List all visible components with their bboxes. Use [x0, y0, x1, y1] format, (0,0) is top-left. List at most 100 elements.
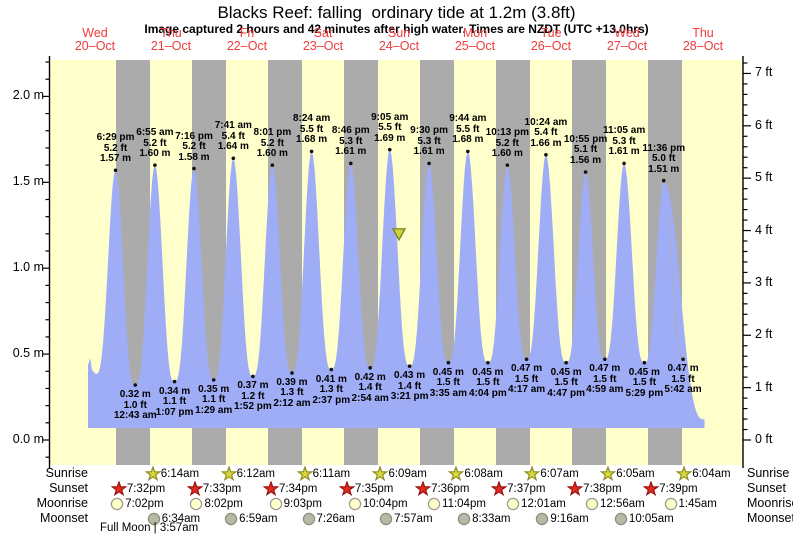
- tide-extreme-dot: [681, 357, 685, 362]
- sunset-star-icon: [339, 481, 355, 497]
- tide-ft: 5.5 ft: [378, 122, 402, 134]
- moonrise-time: 12:56am: [599, 498, 645, 510]
- moonset-time: 6:34am: [161, 513, 201, 525]
- moonrise-circle-icon: [585, 497, 599, 511]
- high-tide-label: 9:30 pm 5.3 ft 1.61 m: [397, 126, 461, 158]
- tide-ft: 5.4 ft: [221, 130, 245, 142]
- tide-m: 0.45 m: [628, 366, 660, 378]
- tide-m: 0.47 m: [667, 363, 699, 375]
- sunrise-star-icon: [524, 466, 541, 482]
- tide-time: 1:29 am: [195, 404, 233, 416]
- low-tide-label: 0.34 m 1.1 ft 1:07 pm: [143, 385, 207, 419]
- tide-m: 0.32 m: [119, 389, 151, 401]
- tide-ft: 1.5 ft: [632, 377, 657, 389]
- sunset-star-shape: [643, 481, 660, 497]
- left-axis-label: 0.0 m: [12, 432, 44, 446]
- tide-ft: 5.2 ft: [143, 137, 167, 149]
- day-name: Tue: [540, 26, 562, 40]
- tide-time: 4:47 pm: [547, 387, 586, 399]
- sunset-time: 7:39pm: [659, 483, 698, 495]
- moonrise-circle-icon: [664, 497, 677, 511]
- right-axis-label: 4 ft: [755, 222, 773, 237]
- tide-extreme-dot: [192, 166, 196, 171]
- sunrise-star-icon: [220, 466, 237, 482]
- moon-phase-text: Full Moon | 3:57am: [100, 522, 199, 534]
- high-tide-label: 7:16 pm 5.2 ft 1.58 m: [162, 131, 226, 164]
- right-axis-label: 1 ft: [755, 379, 773, 394]
- tide-area: [88, 149, 705, 428]
- astro-row-label-left: Moonrise: [36, 496, 88, 510]
- day-name: Sat: [313, 26, 333, 40]
- tide-extreme-dot: [544, 153, 548, 157]
- moonset-circle-shape: [224, 512, 238, 526]
- tide-extreme-dot: [153, 163, 157, 167]
- tide-time: 3:21 pm: [390, 391, 429, 403]
- tide-extreme-dot: [309, 149, 314, 154]
- left-axis-label: 1.0 m: [12, 260, 44, 275]
- sunrise-star-icon: [372, 466, 389, 482]
- tide-ft: 5.3 ft: [417, 135, 441, 147]
- tide-ft: 5.2 ft: [495, 137, 520, 149]
- moonset-circle-icon: [457, 512, 471, 526]
- tide-time: 12:43 am: [113, 410, 157, 422]
- sunset-time: 7:35pm: [355, 483, 394, 495]
- moonrise-circle-icon: [506, 497, 520, 511]
- moonrise-circle-icon: [190, 497, 203, 511]
- tide-time: 9:30 pm: [410, 125, 448, 137]
- moonset-time: 10:05am: [628, 513, 674, 525]
- moonset-circle-shape: [147, 512, 160, 526]
- low-tide-label: 0.39 m 1.3 ft 2:12 am: [260, 376, 324, 410]
- tide-ft: 1.2 ft: [241, 390, 265, 402]
- low-tide-label: 0.47 m 1.5 ft 5:42 am: [651, 364, 715, 396]
- high-tide-label: 10:13 pm 5.2 ft 1.60 m: [475, 128, 539, 160]
- tide-time: 2:54 am: [351, 392, 389, 404]
- tide-time: 6:29 pm: [96, 132, 135, 144]
- moonrise-circle-shape: [190, 497, 203, 511]
- high-tide-label: 8:46 pm 5.3 ft 1.61 m: [319, 126, 383, 158]
- sunset-time: 7:34pm: [278, 483, 318, 495]
- chart-title: Blacks Reef: falling ordinary tide at 1.…: [217, 3, 576, 22]
- left-axis-label: 2.0 m: [12, 88, 44, 103]
- day-label: Sun 24–Oct: [367, 27, 431, 53]
- tide-ft: 5.2 ft: [260, 137, 285, 149]
- day-date: 24–Oct: [378, 39, 420, 53]
- right-axis-label: 5 ft: [755, 170, 773, 185]
- tide-m: 1.69 m: [374, 132, 406, 144]
- moonset-time: 7:26am: [316, 513, 355, 525]
- tide-ft: 5.2 ft: [103, 142, 128, 154]
- tide-extreme-dot: [427, 161, 431, 166]
- sunrise-time: 6:12am: [236, 468, 275, 480]
- tide-m: 0.39 m: [276, 376, 308, 388]
- sunrise-star-shape: [296, 466, 313, 482]
- right-axis-label: 7 ft: [755, 65, 773, 80]
- high-tide-label: 6:29 pm 5.2 ft 1.57 m: [84, 133, 148, 165]
- moonset-circle-shape: [379, 512, 393, 526]
- sunset-time: 7:37pm: [507, 483, 546, 495]
- chart-subtitle: Image captured 2 hours and 42 minutes af…: [144, 22, 649, 36]
- tide-extreme-dot: [172, 379, 177, 384]
- tide-time: 1:52 pm: [234, 401, 272, 413]
- tide-m: 1.61 m: [413, 146, 445, 158]
- sunrise-star-shape: [600, 466, 617, 482]
- moonrise-time: 7:02pm: [125, 498, 164, 510]
- right-axis-label: 6 ft: [755, 117, 773, 132]
- day-name: Thu: [692, 26, 714, 40]
- tide-m: 0.34 m: [158, 385, 191, 397]
- tide-extreme-dot: [133, 383, 138, 387]
- tide-time: 9:44 am: [449, 113, 487, 125]
- high-tide-label: 10:24 am 5.4 ft 1.66 m: [514, 117, 578, 150]
- tide-ft: 5.3 ft: [339, 135, 363, 147]
- tide-m: 0.45 m: [432, 366, 464, 378]
- moonrise-circle-shape: [585, 497, 599, 511]
- tide-extreme-dot: [329, 367, 334, 372]
- tide-time: 9:05 am: [371, 111, 409, 123]
- high-tide-label: 9:44 am 5.5 ft 1.68 m: [436, 114, 500, 146]
- tide-time: 2:12 am: [273, 397, 311, 409]
- moonrise-circle-icon: [111, 497, 124, 511]
- day-date: 25–Oct: [454, 39, 496, 53]
- day-name: Thu: [160, 26, 182, 40]
- sunrise-time: 6:08am: [464, 468, 503, 480]
- moonset-circle-icon: [302, 512, 315, 526]
- day-name: Sun: [387, 26, 411, 40]
- tide-ft: 5.2 ft: [182, 141, 206, 153]
